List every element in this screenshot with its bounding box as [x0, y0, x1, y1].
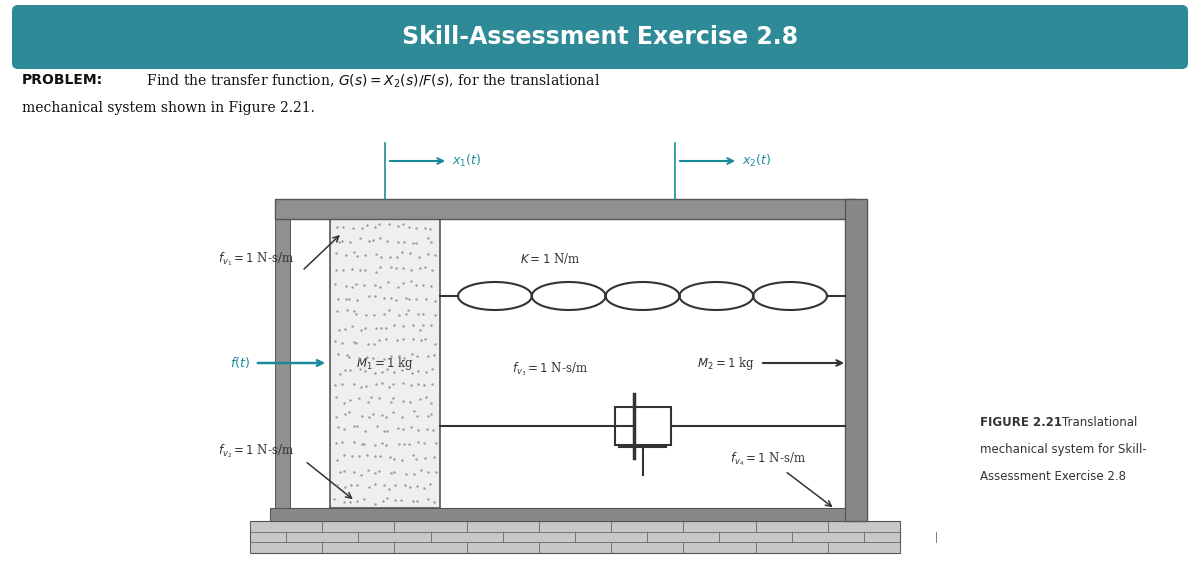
Text: Assessment Exercise 2.8: Assessment Exercise 2.8 — [980, 470, 1126, 483]
Bar — [845, 199, 866, 521]
Text: $M_1 = 1$ kg: $M_1 = 1$ kg — [356, 355, 414, 372]
Bar — [275, 199, 856, 219]
Text: $f_{v_2} = 1$ N-s/m: $f_{v_2} = 1$ N-s/m — [218, 442, 294, 460]
Text: $K= 1$ N/m: $K= 1$ N/m — [520, 251, 581, 266]
Text: $f_{v_3} = 1$ N-s/m: $f_{v_3} = 1$ N-s/m — [512, 360, 588, 378]
Text: $f_{v_4} = 1$ N-s/m: $f_{v_4} = 1$ N-s/m — [730, 450, 806, 468]
Text: $x_2(t)$: $x_2(t)$ — [742, 153, 772, 169]
Text: Skill-Assessment Exercise 2.8: Skill-Assessment Exercise 2.8 — [402, 25, 798, 49]
Text: $M_2 = 1$ kg: $M_2 = 1$ kg — [697, 355, 755, 372]
Text: $x_1(t)$: $x_1(t)$ — [452, 153, 481, 169]
Bar — [250, 521, 900, 553]
Text: FIGURE 2.21: FIGURE 2.21 — [980, 416, 1062, 429]
Text: $f(t)$: $f(t)$ — [230, 356, 250, 371]
Bar — [614, 407, 671, 445]
Bar — [270, 508, 860, 521]
Text: PROBLEM:: PROBLEM: — [22, 73, 103, 87]
FancyBboxPatch shape — [12, 5, 1188, 69]
Bar — [275, 219, 290, 508]
Text: mechanical system shown in Figure 2.21.: mechanical system shown in Figure 2.21. — [22, 101, 314, 115]
Text: $f_{v_1} = 1$ N-s/m: $f_{v_1} = 1$ N-s/m — [218, 250, 294, 268]
Bar — [330, 219, 440, 508]
Text: Translational: Translational — [1062, 416, 1138, 429]
Text: mechanical system for Skill-: mechanical system for Skill- — [980, 443, 1147, 456]
Text: Find the transfer function, $G(s) = X_2(s)/F(s)$, for the translational: Find the transfer function, $G(s) = X_2(… — [138, 73, 600, 90]
